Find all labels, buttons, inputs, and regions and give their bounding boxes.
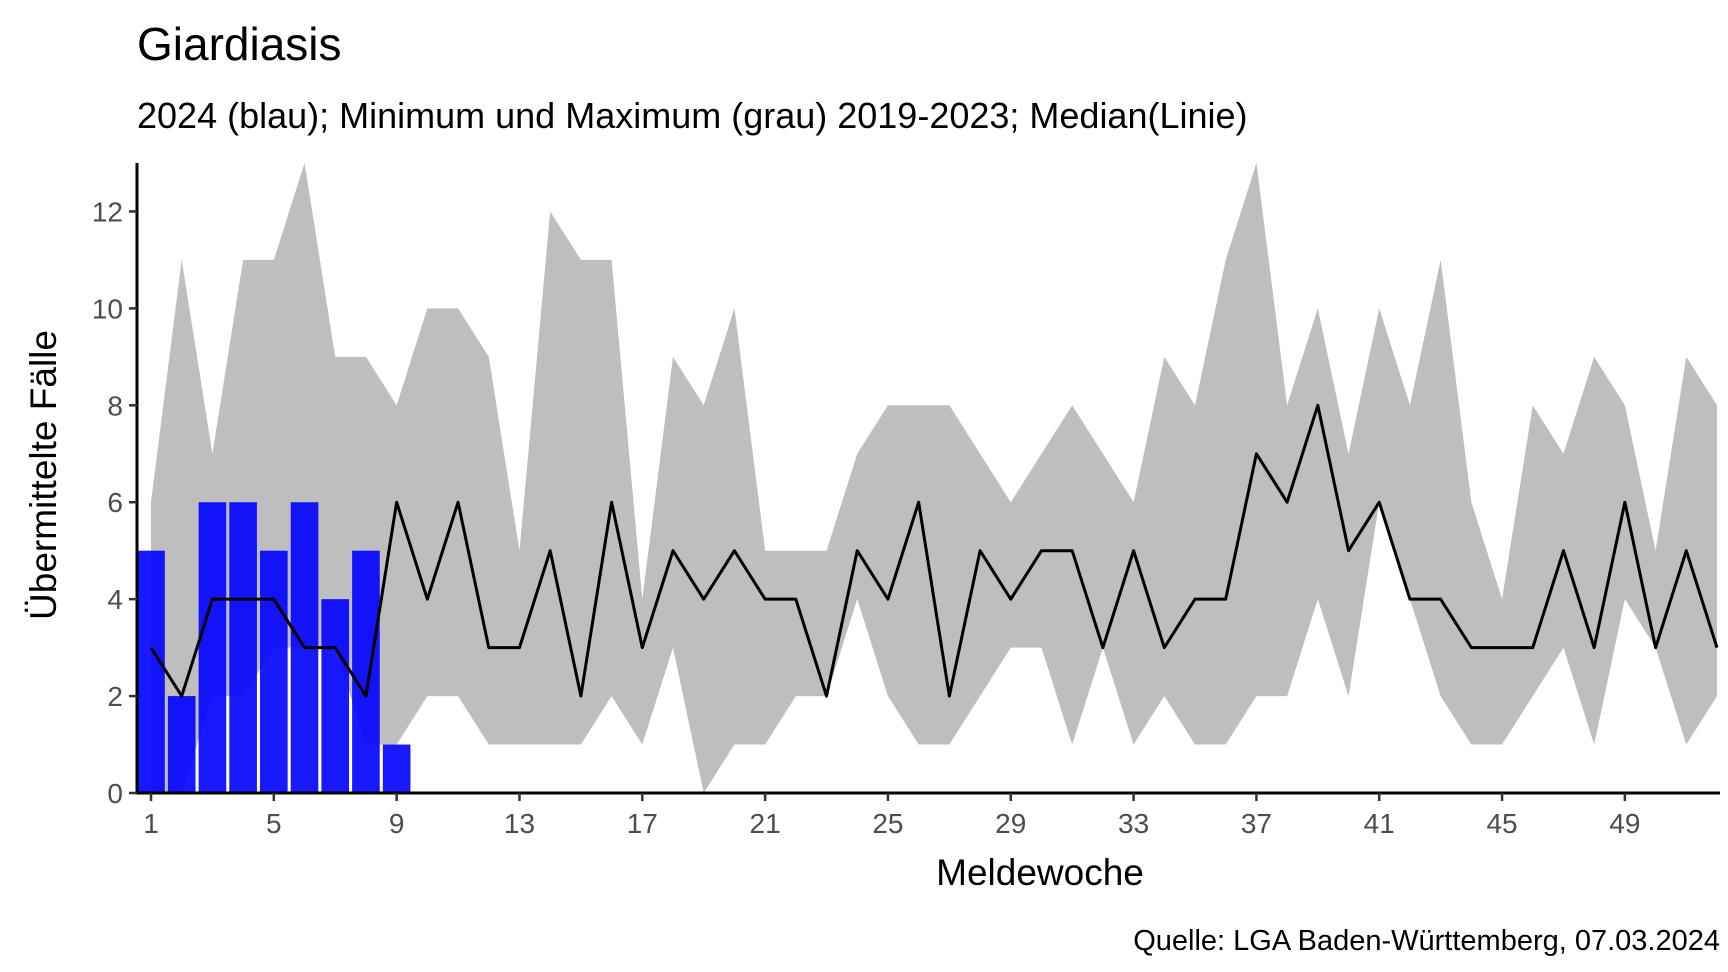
median-line: [149, 403, 1719, 698]
x-axis-title: Meldewoche: [936, 852, 1144, 893]
x-tick-label: 29: [995, 808, 1026, 839]
y-tick-label: 6: [107, 487, 123, 518]
bar-week-5: [260, 550, 288, 793]
x-tick-label: 45: [1486, 808, 1517, 839]
y-tick-label: 10: [92, 293, 123, 324]
chart-title: Giardiasis: [137, 18, 342, 70]
x-tick-label: 37: [1241, 808, 1272, 839]
y-tick-label: 0: [107, 778, 123, 809]
min-max-area: [151, 163, 1717, 793]
x-tick-label: 33: [1118, 808, 1149, 839]
source-caption: Quelle: LGA Baden-Württemberg, 07.03.202…: [1133, 925, 1720, 957]
x-tick-label: 13: [504, 808, 535, 839]
y-tick-label: 12: [92, 196, 123, 227]
min-max-band: [151, 163, 1717, 793]
bar-week-9: [382, 744, 411, 793]
y-tick-label: 2: [107, 681, 123, 712]
y-tick-label: 4: [107, 584, 123, 615]
bar-week-1: [137, 550, 165, 793]
x-tick-label: 5: [266, 808, 282, 839]
chart-subtitle: 2024 (blau); Minimum und Maximum (grau) …: [137, 95, 1248, 136]
x-tick-label: 49: [1609, 808, 1640, 839]
x-tick-label: 25: [872, 808, 903, 839]
y-axis-ticks: 0 2 4 6 8 10 12: [92, 196, 137, 809]
bar-week-8: [352, 550, 380, 793]
x-tick-label: 1: [143, 808, 159, 839]
y-tick-label: 8: [107, 390, 123, 421]
bar-week-2: [167, 696, 196, 793]
x-axis-ticks: 1 5 9 13 17 21 25 29 33 37 41 45 49: [143, 793, 1640, 839]
axes: [135, 163, 1720, 795]
y-axis-title: Übermittelte Fälle: [23, 330, 64, 620]
bar-week-7: [321, 599, 350, 793]
median-line-group: [149, 403, 1719, 698]
bar-week-4: [229, 502, 257, 793]
x-tick-label: 17: [627, 808, 658, 839]
x-tick-label: 41: [1364, 808, 1395, 839]
x-tick-label: 21: [750, 808, 781, 839]
bar-week-3: [198, 502, 227, 793]
x-tick-label: 9: [389, 808, 405, 839]
